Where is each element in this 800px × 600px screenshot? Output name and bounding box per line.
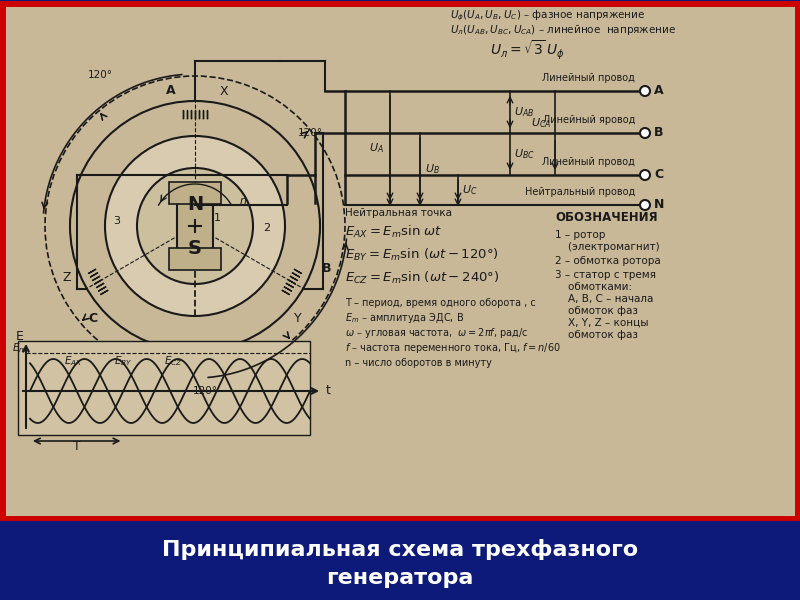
Circle shape xyxy=(137,168,253,284)
Text: $U_л(U_{AB}, U_{BC}, U_{CA})$ – линейное  напряжение: $U_л(U_{AB}, U_{BC}, U_{CA})$ – линейное… xyxy=(450,23,676,37)
Text: Линейный провод: Линейный провод xyxy=(542,157,635,167)
Text: X, Y, Z – концы: X, Y, Z – концы xyxy=(555,318,649,328)
Text: $f$ – частота переменного тока, Гц, $f = n / 60$: $f$ – частота переменного тока, Гц, $f =… xyxy=(345,341,561,355)
Text: C: C xyxy=(88,312,97,325)
Text: Нейтральная точка: Нейтральная точка xyxy=(345,208,452,218)
Text: n: n xyxy=(240,196,247,206)
Text: N: N xyxy=(187,194,203,214)
Text: $E_{BY} = E_m \sin\,(\omega t - 120°)$: $E_{BY} = E_m \sin\,(\omega t - 120°)$ xyxy=(345,247,498,263)
Text: B: B xyxy=(322,262,331,275)
Text: X: X xyxy=(219,85,228,98)
Text: Нейтральный провод: Нейтральный провод xyxy=(525,187,635,197)
Text: $E_{AX} = E_m \sin\,\omega t$: $E_{AX} = E_m \sin\,\omega t$ xyxy=(345,224,442,240)
Text: (электромагнит): (электромагнит) xyxy=(555,242,660,252)
Text: $U_B$: $U_B$ xyxy=(425,162,439,176)
Text: 3: 3 xyxy=(114,216,121,226)
Text: $U_\phi(U_A, U_B, U_C)$ – фазное напряжение: $U_\phi(U_A, U_B, U_C)$ – фазное напряже… xyxy=(450,9,646,23)
Circle shape xyxy=(640,200,650,210)
Text: Линейный провод: Линейный провод xyxy=(542,73,635,83)
Text: генератора: генератора xyxy=(326,568,474,588)
Text: $E_{CZ}$: $E_{CZ}$ xyxy=(164,354,182,368)
Text: Принципиальная схема трехфазного: Принципиальная схема трехфазного xyxy=(162,539,638,560)
Bar xyxy=(18,341,310,435)
Text: B: B xyxy=(654,127,663,139)
Text: A: A xyxy=(166,83,176,97)
Text: $E_{CZ} = E_m \sin\,(\omega t - 240°)$: $E_{CZ} = E_m \sin\,(\omega t - 240°)$ xyxy=(345,270,499,286)
Text: Y: Y xyxy=(294,312,302,325)
Text: $E_{BY}$: $E_{BY}$ xyxy=(114,354,132,368)
Text: $U_л = \sqrt{3}\,U_\phi$: $U_л = \sqrt{3}\,U_\phi$ xyxy=(490,39,565,62)
Text: $E_m$: $E_m$ xyxy=(13,341,27,355)
Text: обмотками:: обмотками: xyxy=(555,282,632,292)
Text: E: E xyxy=(16,330,24,343)
Text: 1 – ротор: 1 – ротор xyxy=(555,230,606,240)
Text: $U_{CA}$: $U_{CA}$ xyxy=(531,116,551,130)
Text: 1: 1 xyxy=(214,213,221,223)
Text: Линейный яровод: Линейный яровод xyxy=(542,115,635,125)
Circle shape xyxy=(640,170,650,180)
Text: t: t xyxy=(326,385,331,397)
Bar xyxy=(169,248,221,270)
Bar xyxy=(177,186,213,266)
Text: обмоток фаз: обмоток фаз xyxy=(555,330,638,340)
Text: A: A xyxy=(654,85,664,97)
Text: 2: 2 xyxy=(263,223,270,233)
Circle shape xyxy=(640,128,650,138)
Text: 120°: 120° xyxy=(87,70,113,80)
Circle shape xyxy=(105,136,285,316)
Text: S: S xyxy=(188,238,202,257)
Text: 3 – статор с тремя: 3 – статор с тремя xyxy=(555,270,656,280)
Text: $U_{AB}$: $U_{AB}$ xyxy=(514,105,534,119)
Text: A, B, C – начала: A, B, C – начала xyxy=(555,294,654,304)
Text: T: T xyxy=(73,440,81,454)
Text: C: C xyxy=(654,169,663,181)
Text: $E_{AX}$: $E_{AX}$ xyxy=(64,354,82,368)
Text: 120°: 120° xyxy=(193,386,218,396)
Text: 120°: 120° xyxy=(298,128,322,138)
Text: ОБОЗНАЧЕНИЯ: ОБОЗНАЧЕНИЯ xyxy=(555,211,658,224)
Text: $\omega$ – угловая частота,  $\omega=2\pi f$, рад/с: $\omega$ – угловая частота, $\omega=2\pi… xyxy=(345,326,529,340)
Circle shape xyxy=(640,86,650,96)
Text: Z: Z xyxy=(62,271,71,284)
Text: $E_m$ – амплитуда ЭДС, В: $E_m$ – амплитуда ЭДС, В xyxy=(345,312,464,325)
Text: N: N xyxy=(654,199,664,211)
Text: n – число оборотов в минуту: n – число оборотов в минуту xyxy=(345,358,492,368)
Text: $U_{BC}$: $U_{BC}$ xyxy=(514,147,534,161)
Text: $U_C$: $U_C$ xyxy=(462,183,478,197)
Text: $U_A$: $U_A$ xyxy=(369,141,383,155)
Text: 2 – обмотка ротора: 2 – обмотка ротора xyxy=(555,256,661,266)
Text: обмоток фаз: обмоток фаз xyxy=(555,306,638,316)
Bar xyxy=(169,182,221,204)
Text: Т – период, время одного оборота , с: Т – период, время одного оборота , с xyxy=(345,298,536,308)
